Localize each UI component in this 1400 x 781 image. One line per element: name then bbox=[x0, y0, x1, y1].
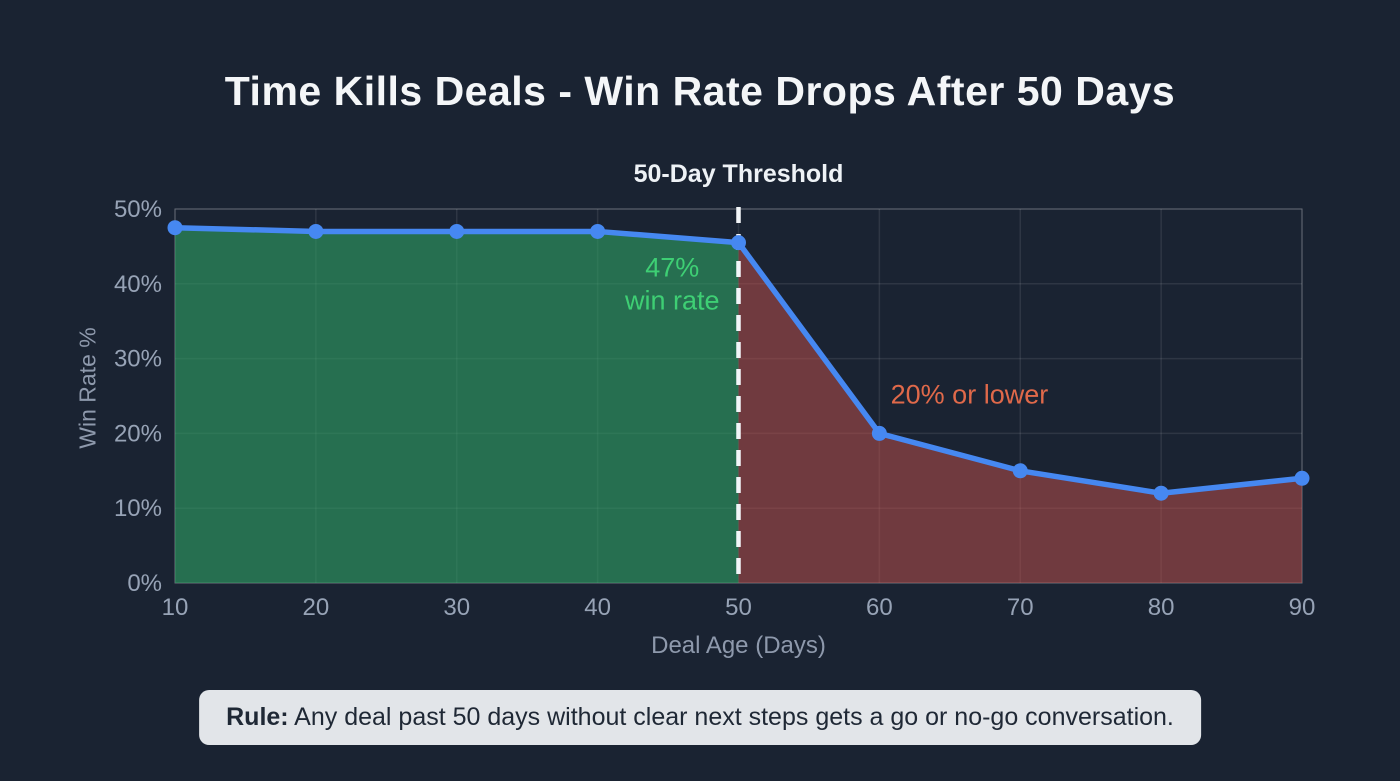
x-tick-label: 20 bbox=[303, 594, 330, 621]
data-point bbox=[449, 223, 465, 239]
x-tick-label: 10 bbox=[162, 594, 189, 621]
data-point bbox=[590, 223, 606, 239]
x-tick-label: 90 bbox=[1289, 594, 1316, 621]
data-point bbox=[308, 223, 324, 239]
y-tick-label: 40% bbox=[114, 271, 162, 298]
x-axis-title: Deal Age (Days) bbox=[651, 632, 826, 659]
data-point bbox=[167, 220, 183, 236]
data-point bbox=[731, 235, 746, 251]
chart-annotation: win rate bbox=[624, 285, 720, 315]
y-tick-label: 0% bbox=[127, 570, 162, 597]
page-title: Time Kills Deals - Win Rate Drops After … bbox=[224, 68, 1176, 114]
y-axis-title: Win Rate % bbox=[74, 327, 101, 449]
y-tick-label: 20% bbox=[114, 420, 162, 447]
x-tick-label: 70 bbox=[1007, 594, 1034, 621]
y-tick-label: 10% bbox=[114, 495, 162, 522]
rule-note: Rule: Any deal past 50 days without clea… bbox=[199, 690, 1201, 745]
rule-note-prefix: Rule: bbox=[226, 703, 289, 731]
data-point bbox=[871, 425, 887, 441]
x-tick-label: 30 bbox=[443, 594, 470, 621]
chart-subtitle: 50-Day Threshold bbox=[633, 160, 844, 188]
y-tick-label: 30% bbox=[114, 346, 162, 373]
x-tick-label: 60 bbox=[866, 594, 893, 621]
data-point bbox=[1012, 463, 1028, 479]
x-tick-label: 80 bbox=[1148, 594, 1175, 621]
y-tick-label: 50% bbox=[114, 196, 162, 223]
area-before-threshold bbox=[175, 227, 739, 583]
data-point bbox=[1153, 485, 1169, 501]
x-tick-label: 40 bbox=[584, 594, 611, 621]
x-tick-label: 50 bbox=[725, 594, 752, 621]
chart-annotation: 47% bbox=[645, 252, 699, 282]
chart-annotation: 20% or lower bbox=[891, 379, 1049, 409]
data-point bbox=[1294, 470, 1310, 486]
rule-note-text: Any deal past 50 days without clear next… bbox=[288, 703, 1174, 731]
